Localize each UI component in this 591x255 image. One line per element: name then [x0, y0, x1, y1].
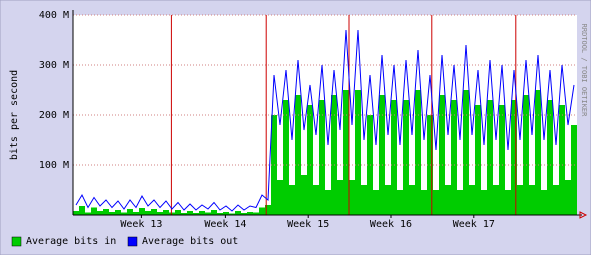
in-bar — [565, 180, 571, 215]
in-bar — [379, 95, 385, 215]
in-bar — [463, 90, 469, 215]
out-line — [75, 29, 575, 212]
in-bar — [361, 185, 367, 215]
y-tick-label: 200 M — [39, 110, 69, 121]
legend-swatch — [11, 236, 22, 247]
in-bar — [295, 95, 301, 215]
in-bar — [457, 190, 463, 215]
y-axis-label: bits per second — [9, 70, 20, 160]
in-bar — [481, 190, 487, 215]
in-bar — [349, 180, 355, 215]
in-bar — [385, 185, 391, 215]
in-bar — [109, 212, 115, 215]
x-tick-label: Week 15 — [287, 219, 329, 230]
in-bar — [391, 100, 397, 215]
in-bar — [211, 210, 217, 215]
in-bar — [133, 212, 139, 215]
in-bar — [199, 211, 205, 215]
in-bar — [97, 211, 103, 215]
x-tick-label: Week 13 — [120, 219, 162, 230]
in-bar — [337, 180, 343, 215]
in-bar — [517, 185, 523, 215]
in-bar — [403, 100, 409, 215]
in-bar — [307, 105, 313, 215]
in-bar — [79, 206, 85, 215]
in-bar — [289, 185, 295, 215]
in-bar — [187, 211, 193, 215]
in-bar — [151, 209, 157, 215]
in-bar — [145, 211, 151, 215]
in-bar — [91, 207, 97, 215]
in-bar — [421, 190, 427, 215]
in-bar — [499, 105, 505, 215]
in-bar — [181, 213, 187, 215]
in-bar — [301, 175, 307, 215]
side-text: RRDTOOL / TOBI OETIKER — [580, 24, 588, 118]
in-bar — [259, 207, 265, 215]
in-bar — [247, 212, 253, 215]
in-bar — [355, 90, 361, 215]
in-bar — [487, 100, 493, 215]
x-tick-label: Week 17 — [453, 219, 495, 230]
in-bar — [241, 213, 247, 215]
y-tick-label: 400 M — [39, 10, 69, 21]
in-bar — [223, 212, 229, 215]
in-bar — [343, 90, 349, 215]
in-bar — [469, 185, 475, 215]
in-bar — [529, 185, 535, 215]
in-bar — [139, 208, 145, 215]
in-bar — [523, 95, 529, 215]
in-bar — [163, 210, 169, 215]
in-bar — [439, 95, 445, 215]
in-bar — [277, 180, 283, 215]
in-bar — [205, 212, 211, 215]
y-tick-label: 100 M — [39, 160, 69, 171]
in-bar — [571, 125, 577, 215]
legend-label: Average bits out — [142, 236, 238, 247]
in-bar — [157, 212, 163, 215]
in-bar — [283, 100, 289, 215]
in-bar — [319, 100, 325, 215]
in-bar — [415, 90, 421, 215]
in-bar — [217, 213, 223, 215]
in-bar — [559, 105, 565, 215]
in-bar — [103, 209, 109, 215]
in-bar — [373, 190, 379, 215]
in-bar — [85, 212, 91, 215]
in-bar — [541, 190, 547, 215]
in-bar — [553, 185, 559, 215]
in-bar — [127, 209, 133, 215]
in-bar — [73, 211, 79, 215]
in-bar — [331, 95, 337, 215]
x-tick-label: Week 14 — [204, 219, 246, 230]
in-bar — [433, 190, 439, 215]
in-bar — [265, 205, 271, 215]
x-arrow — [579, 211, 588, 219]
legend-swatch — [127, 236, 138, 247]
y-tick-label: 300 M — [39, 60, 69, 71]
x-tick-label: Week 16 — [370, 219, 412, 230]
in-bar — [409, 185, 415, 215]
in-bar — [235, 211, 241, 215]
in-bar — [505, 190, 511, 215]
in-bar — [175, 210, 181, 215]
in-bar — [169, 212, 175, 215]
legend-label: Average bits in — [26, 236, 116, 247]
in-bar — [325, 190, 331, 215]
in-bar — [511, 100, 517, 215]
in-bar — [493, 185, 499, 215]
in-bar — [451, 100, 457, 215]
in-bar — [121, 212, 127, 215]
in-bar — [445, 185, 451, 215]
in-bar — [229, 213, 235, 215]
in-bar — [115, 210, 121, 215]
in-bar — [397, 190, 403, 215]
in-bar — [535, 90, 541, 215]
in-bar — [475, 105, 481, 215]
in-bar — [193, 213, 199, 215]
in-bar — [253, 212, 259, 215]
in-bar — [313, 185, 319, 215]
in-bar — [547, 100, 553, 215]
